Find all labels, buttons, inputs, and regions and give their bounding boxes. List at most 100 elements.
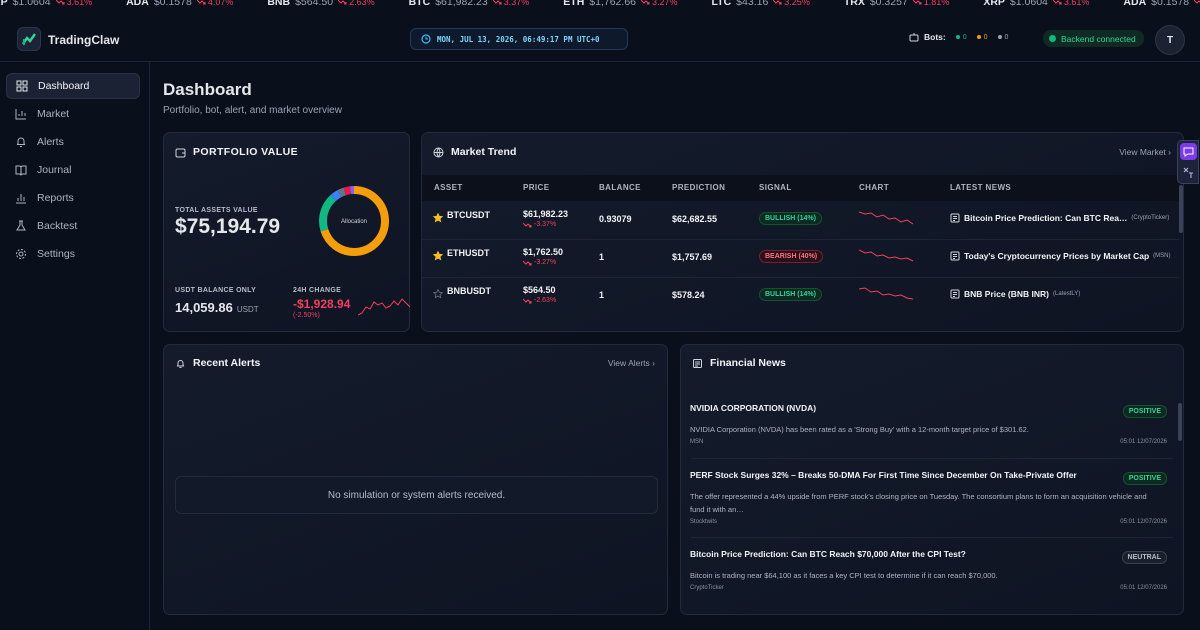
balance: 1 xyxy=(599,252,605,262)
ticker-symbol: BTC xyxy=(408,0,431,8)
nav-item[interactable]: Backtest xyxy=(6,213,140,239)
nav-label: Backtest xyxy=(37,220,78,232)
bots: Bots: 0 0 0 xyxy=(909,32,1008,42)
nav-label: Dashboard xyxy=(38,80,90,92)
bell-icon xyxy=(176,359,185,368)
sparkline xyxy=(358,298,410,316)
mini-chart xyxy=(858,286,915,307)
icon xyxy=(950,213,960,223)
price-change-value: -3.27% xyxy=(534,259,557,266)
mini-chart-line xyxy=(858,249,914,262)
ticker-item: BNB $564.50 2.63% xyxy=(267,0,375,9)
prediction: $62,682.55 xyxy=(672,214,718,224)
ticker-item: XRP $1.0604 3.61% xyxy=(0,0,92,9)
ticker-symbol: LTC xyxy=(711,0,732,8)
nav-item[interactable]: Market xyxy=(6,101,140,127)
avatar[interactable]: T xyxy=(1155,25,1185,55)
status: Backend connected xyxy=(1043,30,1144,47)
view-alerts[interactable]: View Alerts › xyxy=(607,358,655,368)
change-pct: (-2.50%) xyxy=(293,312,320,319)
ticker-change: 3.25% xyxy=(773,0,810,7)
ticker-item: ETH $1,762.66 3.27% xyxy=(563,0,678,9)
view-market[interactable]: View Market › xyxy=(1119,147,1171,157)
latest-news[interactable]: Bitcoin Price Prediction: Can BTC Rea… (C… xyxy=(950,213,1169,223)
ticker-price: $1.0604 xyxy=(12,0,51,8)
bot-count-value: 0 xyxy=(962,33,967,41)
star[interactable] xyxy=(432,210,444,228)
nav-label: Alerts xyxy=(37,136,64,148)
wallet-icon xyxy=(175,148,186,157)
card-title: PORTFOLIO VALUE xyxy=(175,146,298,158)
nav-item[interactable]: Journal xyxy=(6,157,140,183)
bots-label: Bots: xyxy=(924,32,946,42)
news-title[interactable]: PERF Stock Surges 32% – Breaks 50-DMA Fo… xyxy=(690,470,1077,480)
total-value: $75,194.79 xyxy=(175,215,281,238)
page-subtitle: Portfolio, bot, alert, and market overvi… xyxy=(163,105,342,116)
status-dot xyxy=(1049,35,1056,42)
status-text: Backend connected xyxy=(1061,33,1136,44)
allocation-segment xyxy=(319,186,389,256)
star[interactable] xyxy=(432,286,444,304)
nav-item[interactable]: Reports xyxy=(6,185,140,211)
bot-count-value: 0 xyxy=(983,33,988,41)
row-divider xyxy=(422,239,1179,240)
scrollbar xyxy=(1179,185,1183,233)
sentiment: POSITIVE xyxy=(1122,472,1167,485)
nav-item[interactable]: Settings xyxy=(6,241,140,267)
icon xyxy=(16,249,26,259)
bot-count: 0 xyxy=(976,33,988,41)
icon xyxy=(16,137,26,147)
nav-item[interactable]: Alerts xyxy=(6,129,140,155)
side-tools xyxy=(1177,140,1199,184)
empty-state: No simulation or system alerts received. xyxy=(175,476,658,514)
ticker-change: 3.61% xyxy=(1052,0,1089,7)
logo-icon xyxy=(22,33,36,45)
news-source: (LatestLY) xyxy=(1053,291,1081,297)
news-headline: BNB Price (BNB INR) xyxy=(964,289,1050,299)
icon xyxy=(196,0,206,5)
signal: BULLISH (14%) xyxy=(759,212,822,225)
ticker-change: 3.37% xyxy=(492,0,529,7)
news-summary: The offer represented a 44% upside from … xyxy=(690,492,1147,514)
balance: 0.93079 xyxy=(599,214,632,224)
price-change: -3.37% xyxy=(523,221,556,228)
nav-item[interactable]: Dashboard xyxy=(6,73,140,99)
ticker-price: $564.50 xyxy=(295,0,334,8)
link-text: View Market xyxy=(1119,147,1166,157)
latest-news[interactable]: BNB Price (BNB INR) (LatestLY) xyxy=(950,289,1080,299)
balance: 1 xyxy=(599,290,605,300)
news-divider xyxy=(691,458,1173,459)
usdt: 14,059.86 USDT xyxy=(175,300,259,315)
nav-label: Settings xyxy=(37,248,75,260)
ticker-price: $0.1578 xyxy=(1151,0,1190,8)
ticker-price: $61,982.23 xyxy=(435,0,488,8)
column-header: LATEST NEWS xyxy=(950,183,1012,192)
news-time: 05:01 12/07/2026 xyxy=(1120,585,1167,591)
icon xyxy=(338,0,347,5)
tool-button[interactable] xyxy=(1180,164,1197,181)
icon xyxy=(773,0,782,5)
icon xyxy=(16,220,26,231)
column-header: PREDICTION xyxy=(672,183,726,192)
latest-news[interactable]: Today's Cryptocurrency Prices by Market … xyxy=(950,251,1171,261)
news-source: Stocktwits xyxy=(690,519,718,525)
icon xyxy=(15,109,26,120)
star[interactable] xyxy=(432,248,444,266)
mini-chart-line xyxy=(858,211,914,225)
link-text: View Alerts xyxy=(607,358,650,368)
bot-dot xyxy=(976,35,981,39)
column-header: SIGNAL xyxy=(759,183,792,192)
asset: ETHUSDT xyxy=(447,248,490,258)
news-source: (MSN) xyxy=(1153,253,1171,259)
icon xyxy=(523,298,532,303)
bot-count: 0 xyxy=(997,34,1008,41)
portfolio-card: PORTFOLIO VALUE TOTAL ASSETS VALUE $75,1… xyxy=(163,132,410,332)
news-title[interactable]: Bitcoin Price Prediction: Can BTC Reach … xyxy=(690,549,966,559)
tool-button[interactable] xyxy=(1180,143,1197,160)
ticker-item: XRP $1.0604 3.61% xyxy=(983,0,1089,9)
price-change-value: -3.37% xyxy=(534,221,557,228)
star-icon xyxy=(432,250,444,261)
header: TradingClaw MON, JUL 13, 2026, 06:49:17 … xyxy=(0,12,1200,62)
news-summary: NVIDIA Corporation (NVDA) has been rated… xyxy=(690,425,1029,434)
news-title[interactable]: NVIDIA CORPORATION (NVDA) xyxy=(690,403,817,413)
